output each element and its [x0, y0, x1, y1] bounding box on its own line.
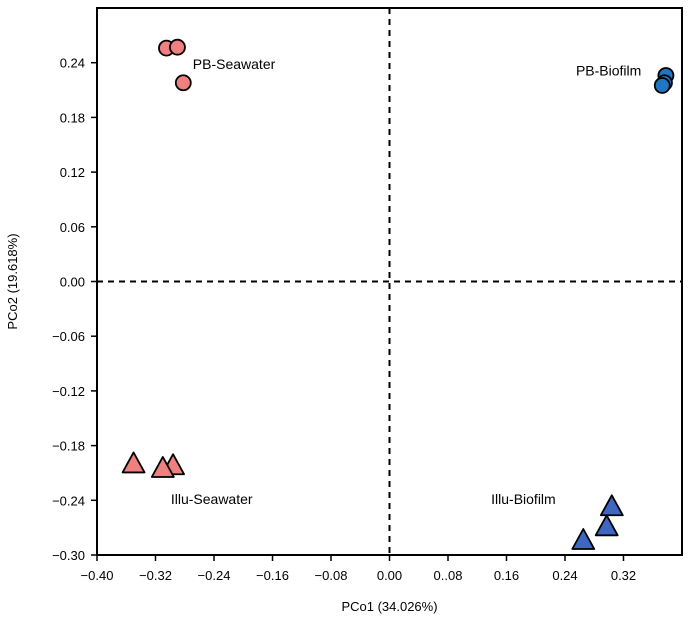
group-label: PB-Biofilm: [576, 62, 641, 78]
data-point: [169, 38, 186, 56]
y-tick-label: 0.18: [60, 110, 85, 125]
y-axis: 0.24 0.18 0.12 0.06 0.00 −0.06 −0.12 −0.18 −0.24…: [52, 56, 97, 563]
group-label: Illu-Biofilm: [491, 491, 556, 507]
x-tick-label: −0.40: [81, 568, 114, 583]
x-tick-label: 0.24: [552, 568, 577, 583]
x-tick-label: −0.16: [256, 568, 289, 583]
y-tick-label: −0.30: [52, 548, 85, 563]
data-point: [599, 494, 624, 517]
x-axis: −0.40 −0.32 −0.24 −0.16 −0.08 0.00 0..08 0.16 0.…: [81, 555, 636, 583]
x-tick-label: 0.00: [377, 568, 402, 583]
series-illu-biofilm: [571, 494, 624, 550]
data-point: [174, 74, 192, 92]
group-label: Illu-Seawater: [171, 491, 253, 507]
y-tick-label: 0.12: [60, 165, 85, 180]
data-point: [594, 514, 619, 537]
x-tick-label: −0.08: [315, 568, 348, 583]
y-axis-label: PCo2 (19.618%): [5, 233, 20, 329]
series-pb-seawater: [158, 38, 192, 92]
data-point: [653, 77, 671, 94]
y-tick-label: 0.24: [60, 56, 85, 71]
x-tick-label: 0..08: [434, 568, 463, 583]
x-tick-label: 0.32: [611, 568, 636, 583]
x-tick-label: −0.24: [198, 568, 231, 583]
y-tick-label: 0.06: [60, 220, 85, 235]
data-point: [121, 451, 146, 474]
y-tick-label: −0.06: [52, 329, 85, 344]
x-axis-label: PCo1 (34.026%): [341, 599, 437, 614]
series-illu-seawater: [121, 451, 185, 478]
data-points: [121, 38, 675, 550]
x-tick-label: 0.16: [494, 568, 519, 583]
data-point: [150, 456, 175, 478]
series-pb-biofilm: [653, 67, 675, 94]
x-tick-label: −0.32: [139, 568, 172, 583]
y-tick-label: −0.12: [52, 384, 85, 399]
y-tick-label: −0.18: [52, 439, 85, 454]
y-tick-label: 0.00: [60, 275, 85, 290]
data-point: [571, 528, 596, 550]
group-annotations: PB-Seawater PB-Biofilm Illu-Seawater Illu-B…: [171, 56, 641, 507]
group-label: PB-Seawater: [193, 56, 276, 72]
y-tick-label: −0.24: [52, 493, 85, 508]
